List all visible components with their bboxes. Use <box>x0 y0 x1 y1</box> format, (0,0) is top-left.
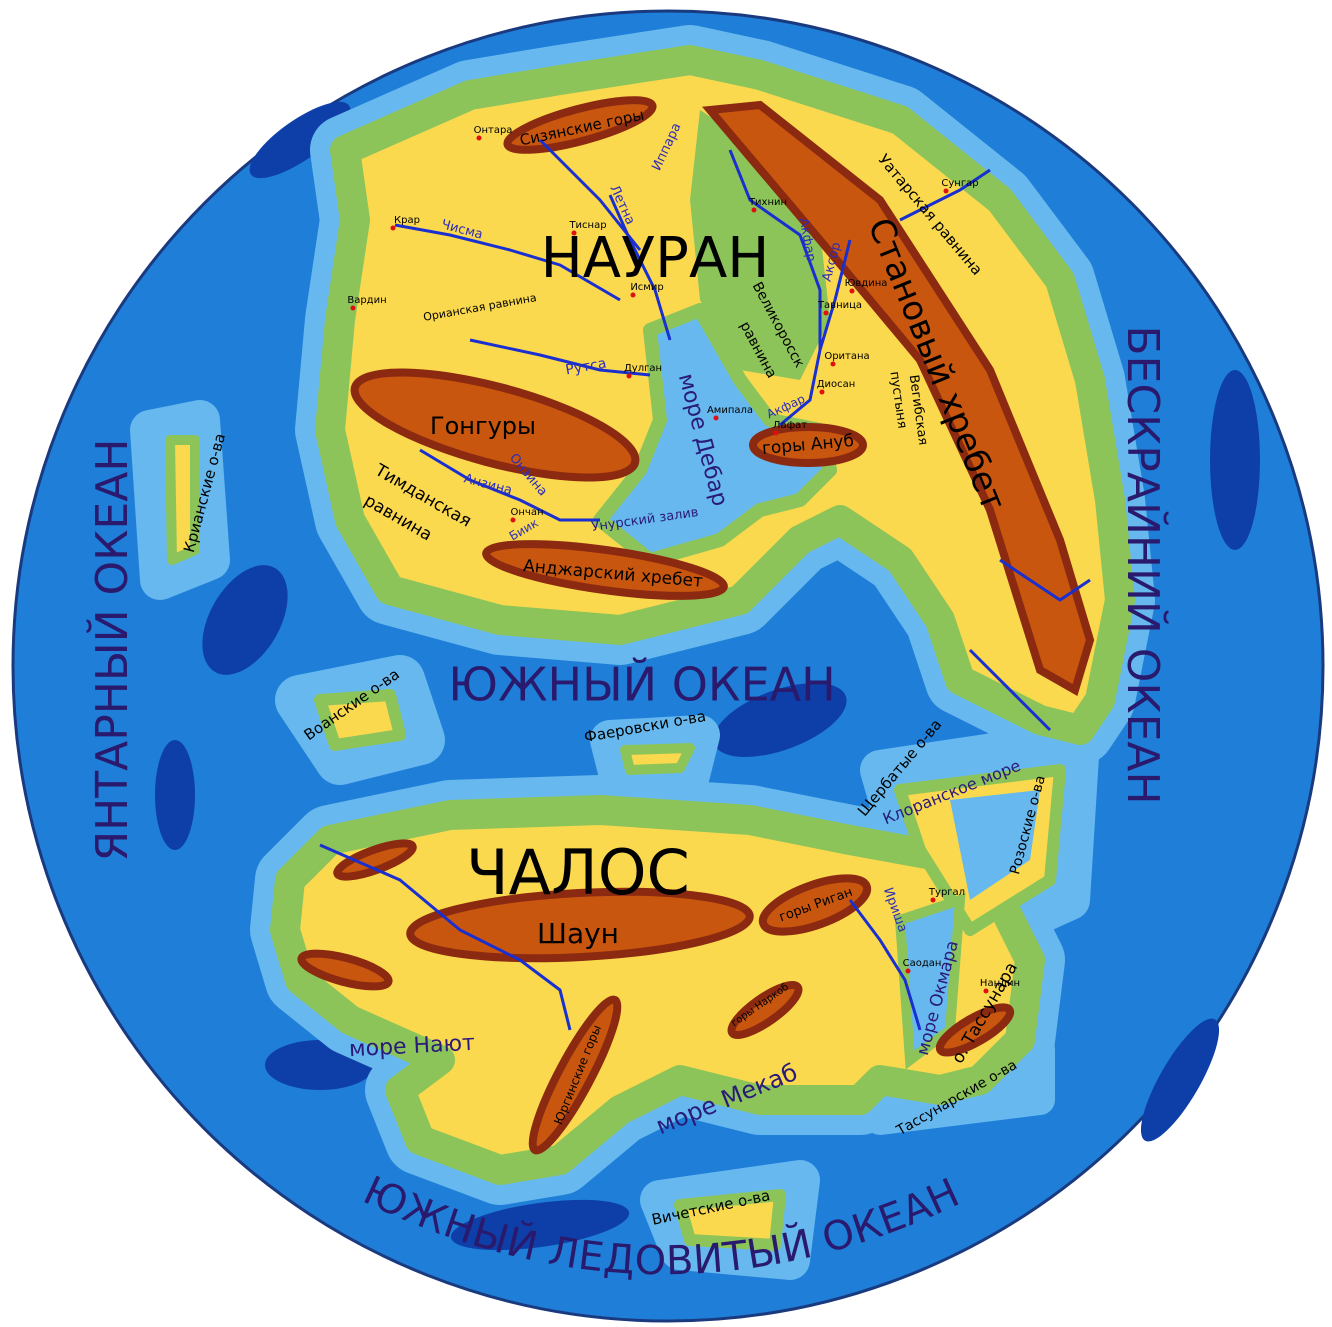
city-dot <box>943 188 949 194</box>
range <box>758 874 872 936</box>
city-dot <box>830 361 836 367</box>
city-label: Дулган <box>624 363 662 374</box>
city-dot <box>476 135 482 141</box>
city-label: Тавница <box>817 300 862 311</box>
range <box>528 995 622 1155</box>
river <box>818 239 852 351</box>
city-dot <box>849 288 855 294</box>
river <box>608 194 672 341</box>
city-dot <box>905 968 911 974</box>
range <box>702 100 1095 696</box>
island <box>165 435 200 565</box>
rivers <box>319 138 1091 1031</box>
city-dot <box>773 430 779 436</box>
city-label: Лафат <box>773 420 807 431</box>
river <box>999 558 1091 602</box>
city-label: Ювдина <box>845 278 888 289</box>
inner-sea <box>593 303 837 567</box>
city-dot <box>823 310 829 316</box>
island <box>314 689 406 751</box>
city-dot <box>626 373 632 379</box>
city-label: Сунгар <box>941 178 978 189</box>
range <box>503 96 657 154</box>
ocean-label: ЮЖНЫЙ ОКЕАН <box>448 658 835 712</box>
city-dot <box>510 517 516 523</box>
city-label: Тиснар <box>568 220 606 231</box>
river <box>848 899 922 1031</box>
mountain-ranges <box>297 96 1095 1155</box>
lowland <box>690 110 830 380</box>
deep-spot <box>713 683 847 757</box>
city-label: Оритана <box>824 351 869 362</box>
deep-spot <box>155 740 195 850</box>
river <box>319 843 572 1031</box>
river <box>469 338 651 377</box>
mountain-label: Гонгуры <box>430 412 536 440</box>
ocean-label: ЯНТАРНЫЙ ОКЕАН <box>85 439 138 862</box>
city-dot <box>350 305 356 311</box>
river <box>538 138 642 251</box>
range <box>727 981 803 1039</box>
city-label: Тихнин <box>748 197 787 208</box>
ocean-label: БЕСКРАЙНИЙ ОКЕАН <box>1117 325 1170 804</box>
range <box>749 423 867 467</box>
river <box>394 223 621 302</box>
city-dot <box>751 207 757 213</box>
deep-water <box>155 101 1260 1251</box>
city-label: Нандин <box>980 978 1020 989</box>
river <box>899 168 991 222</box>
city-dot <box>390 225 396 231</box>
city-dot <box>713 415 719 421</box>
range <box>935 1003 1015 1057</box>
river-label: Рутса <box>564 356 607 379</box>
city-dot <box>983 988 989 994</box>
deep-spot <box>1210 370 1260 550</box>
city-dot <box>819 389 825 395</box>
mountain-label: Шаун <box>537 917 619 950</box>
city-dot <box>571 230 577 236</box>
range <box>350 368 640 482</box>
range <box>482 540 728 600</box>
deep-spot <box>450 1199 630 1251</box>
river <box>419 448 600 522</box>
city-label: Тургал <box>928 887 965 898</box>
island <box>674 1189 786 1251</box>
river <box>728 149 822 427</box>
city-label: Крар <box>394 215 420 226</box>
continent-label: ЧАЛОС <box>466 836 690 909</box>
deep-spot <box>1140 1018 1220 1142</box>
river <box>968 648 1052 732</box>
deep-spot <box>249 101 351 179</box>
city-label: Саодан <box>903 958 942 969</box>
city-dot <box>930 897 936 903</box>
city-label: Вардин <box>347 295 386 306</box>
deep-spot <box>202 565 288 675</box>
continent-label: НАУРАН <box>541 226 770 291</box>
kloran-sea <box>950 790 1040 900</box>
island <box>620 743 695 775</box>
city-label: Онтара <box>474 125 513 136</box>
city-label: Ончан <box>511 507 544 518</box>
range <box>406 887 754 963</box>
city-label: Амипала <box>707 405 753 416</box>
city-dot <box>630 292 636 298</box>
city-label: Исмир <box>630 282 663 293</box>
city-label: Диосан <box>817 379 856 390</box>
range <box>297 949 393 991</box>
